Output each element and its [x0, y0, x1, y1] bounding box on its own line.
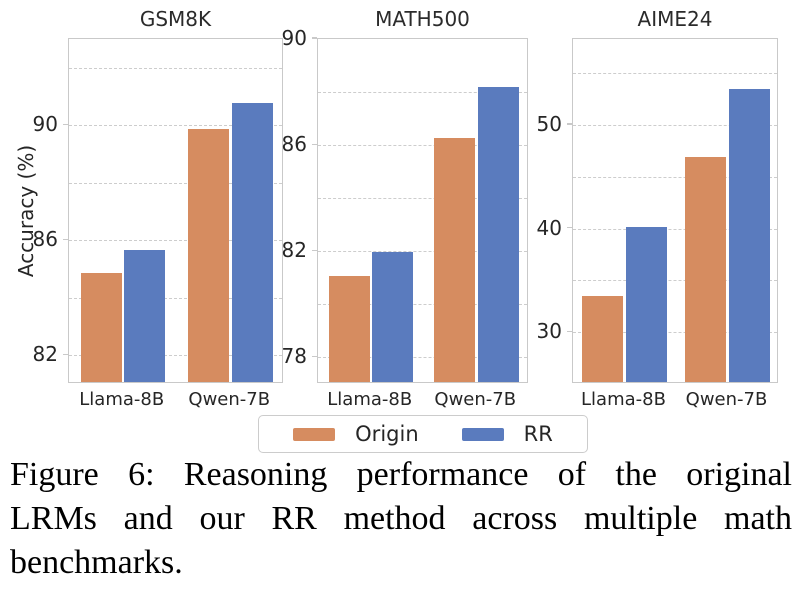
plot-aime24	[572, 38, 778, 383]
legend-swatch-origin	[293, 427, 336, 441]
gridline-aime24-30	[573, 332, 777, 334]
y-tick-label-gsm8k-82: 82	[32, 342, 58, 367]
caption-line-2: LRMs and our RR method across multiple m…	[10, 500, 792, 537]
chart-title-gsm8k: GSM8K	[139, 7, 212, 31]
bar-math500-qwen-7b-rr	[477, 87, 519, 382]
gridline-aime24-45	[573, 176, 777, 178]
caption-line-1: Figure 6: Reasoning performance of the o…	[10, 456, 792, 493]
bar-aime24-qwen-7b-rr	[728, 88, 770, 382]
y-tick-mark-gsm8k-82	[63, 353, 68, 355]
gridline-gsm8k-86	[69, 240, 282, 242]
legend-label-rr: RR	[523, 422, 553, 446]
x-tick-label-aime24-llama-8b: Llama-8B	[581, 389, 666, 410]
plot-gsm8k	[68, 38, 283, 383]
gridline-gsm8k-88	[69, 182, 282, 184]
gridline-aime24-35	[573, 280, 777, 282]
bar-gsm8k-qwen-7b-rr	[231, 103, 273, 382]
gridline-gsm8k-90	[69, 125, 282, 127]
gridline-math500-80	[318, 304, 527, 306]
y-tick-mark-gsm8k-86	[63, 238, 68, 240]
y-tick-mark-math500-78	[312, 355, 317, 358]
gridline-math500-88	[318, 92, 527, 94]
y-tick-mark-aime24-50	[567, 123, 572, 125]
gridline-gsm8k-84	[69, 297, 282, 299]
gridline-math500-86	[318, 145, 527, 147]
x-tick-label-gsm8k-llama-8b: Llama-8B	[79, 389, 165, 410]
x-tick-label-math500-qwen-7b: Qwen-7B	[434, 389, 517, 410]
gridline-math500-78	[318, 357, 527, 359]
legend: Origin RR	[258, 415, 588, 453]
y-tick-label-math500-78: 78	[281, 344, 307, 369]
chart-title-aime24: AIME24	[637, 7, 713, 31]
x-tick-label-gsm8k-qwen-7b: Qwen-7B	[188, 389, 271, 410]
bar-aime24-qwen-7b-origin	[685, 157, 727, 382]
gridline-math500-82	[318, 251, 527, 253]
y-tick-label-math500-90: 90	[281, 26, 307, 50]
gridline-math500-84	[318, 198, 527, 200]
gridline-gsm8k-82	[69, 355, 282, 357]
y-tick-mark-math500-82	[312, 249, 317, 251]
plot-math500	[317, 38, 528, 383]
bar-math500-qwen-7b-origin	[434, 137, 475, 382]
figure-caption: Figure 6: Reasoning performance of the o…	[10, 453, 792, 585]
y-tick-label-math500-82: 82	[281, 238, 307, 263]
caption-line-3: benchmarks.	[10, 544, 183, 581]
x-tick-label-aime24-qwen-7b: Qwen-7B	[685, 389, 768, 410]
gridline-aime24-40	[573, 228, 777, 230]
bar-aime24-llama-8b-origin	[582, 296, 624, 382]
y-tick-mark-aime24-30	[567, 330, 572, 332]
y-tick-label-gsm8k-86: 86	[32, 227, 58, 252]
y-tick-mark-math500-86	[312, 143, 317, 145]
bar-gsm8k-llama-8b-origin	[80, 272, 122, 382]
y-tick-mark-math500-90	[312, 37, 317, 39]
y-tick-mark-gsm8k-90	[63, 123, 68, 125]
bar-math500-llama-8b-origin	[328, 275, 370, 382]
y-tick-mark-aime24-40	[567, 226, 572, 229]
bar-math500-llama-8b-rr	[372, 251, 413, 382]
bar-gsm8k-qwen-7b-origin	[188, 129, 229, 382]
y-tick-label-aime24-50: 50	[536, 111, 562, 136]
gridline-gsm8k-92	[69, 67, 282, 69]
y-tick-label-math500-86: 86	[281, 132, 307, 157]
y-axis-label: Accuracy (%)	[14, 144, 38, 278]
gridline-aime24-50	[573, 124, 777, 126]
y-tick-label-gsm8k-90: 90	[32, 112, 58, 137]
legend-label-origin: Origin	[355, 422, 419, 446]
bar-gsm8k-llama-8b-rr	[124, 249, 165, 382]
gridline-aime24-55	[573, 73, 777, 75]
legend-swatch-rr	[461, 427, 504, 441]
y-tick-label-aime24-40: 40	[536, 215, 562, 240]
bar-aime24-llama-8b-rr	[625, 226, 667, 382]
chart-title-math500: MATH500	[375, 7, 470, 31]
y-tick-label-aime24-30: 30	[536, 319, 562, 344]
x-tick-label-math500-llama-8b: Llama-8B	[327, 389, 413, 410]
